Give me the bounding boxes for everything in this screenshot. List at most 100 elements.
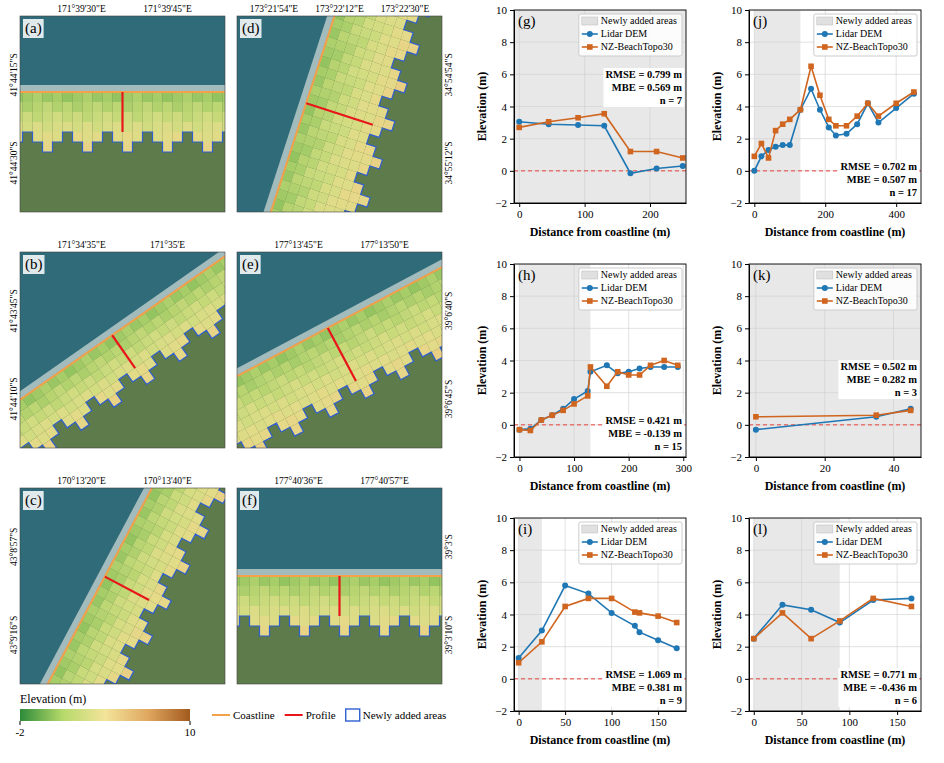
map-cell <box>420 606 430 616</box>
y-tick: 0 <box>737 673 750 685</box>
legend-box <box>814 522 917 564</box>
map-cell <box>320 576 330 586</box>
data-point <box>654 165 660 171</box>
data-point <box>844 123 850 129</box>
x-tick-label: 100 <box>577 208 594 220</box>
map-cell <box>75 416 89 430</box>
legend-box <box>814 14 917 56</box>
x-tick-mark <box>519 203 520 207</box>
stats-text: n = 7 <box>660 95 682 106</box>
map-cell <box>250 596 260 606</box>
map-scene <box>20 16 225 152</box>
y-tick-mark <box>510 296 514 297</box>
data-point <box>628 149 634 155</box>
legend-marker <box>822 285 828 291</box>
map-cell <box>250 616 260 626</box>
map-cell <box>237 606 240 616</box>
colorbar-title: Elevation (m) <box>20 692 86 706</box>
map-cell <box>365 372 379 386</box>
stats-texts: RMSE = 0.771 mMBE = -0.436 mn = 6 <box>840 669 917 706</box>
map-scene <box>20 488 225 684</box>
data-point <box>674 620 680 626</box>
map-cell <box>320 606 330 616</box>
x-tick-label: 100 <box>604 716 621 728</box>
map-cell <box>141 370 155 384</box>
map-cell <box>116 653 130 667</box>
map-cell <box>143 357 157 371</box>
y-grid-line <box>514 138 686 139</box>
latitude-label: 39°6'45"S <box>444 380 454 418</box>
y-tick-label: 6 <box>737 322 743 334</box>
map-cell <box>143 122 153 132</box>
map-cell <box>400 586 410 596</box>
data-point <box>626 372 632 378</box>
map-newly-added-outline <box>237 576 442 636</box>
legend-swatch <box>817 271 833 279</box>
y-tick: 4 <box>502 101 515 113</box>
map-cell <box>103 122 113 132</box>
latitude-label: 41°44'15"S <box>9 53 19 96</box>
map-cell <box>20 102 23 112</box>
legend-swatch <box>817 525 833 533</box>
y-tick-label: 10 <box>496 258 508 270</box>
panel-label: (b) <box>25 256 43 273</box>
data-point <box>758 153 764 159</box>
x-tick: 200 <box>621 457 638 474</box>
map-cell <box>440 606 443 616</box>
map-cell <box>360 596 370 606</box>
x-tick: 400 <box>888 203 905 220</box>
map-cell <box>320 596 330 606</box>
map-cell <box>380 576 390 586</box>
map-cell <box>310 586 320 596</box>
stats-text: n = 3 <box>895 387 917 398</box>
legend-marker <box>822 31 828 37</box>
map-sea <box>20 16 225 92</box>
y-tick: −2 <box>495 705 514 717</box>
map-cell <box>177 561 191 575</box>
x-tick-label: 0 <box>517 208 523 220</box>
map-cell <box>193 132 203 142</box>
map-cell <box>153 122 163 132</box>
latitude-label: 34°55'12"S <box>444 141 454 184</box>
stats-text: RMSE = 0.799 m <box>605 69 682 80</box>
map-cell <box>260 576 270 586</box>
stats-texts: RMSE = 0.702 mMBE = 0.507 mn = 17 <box>840 161 917 198</box>
map-cell <box>163 92 173 102</box>
map-cell <box>33 92 43 102</box>
map-cell <box>183 102 193 112</box>
map-surf <box>237 16 387 212</box>
y-tick-label: −2 <box>495 705 507 717</box>
data-point <box>539 628 545 634</box>
map-cell <box>410 576 420 586</box>
data-point <box>854 121 860 127</box>
y-tick-mark <box>745 171 749 172</box>
legend: Newly added areasLidar DEMNZ-BeachTopo30 <box>814 14 917 56</box>
panel-label-patch <box>240 19 262 38</box>
x-tick-mark <box>896 203 897 207</box>
data-point <box>780 121 786 127</box>
map-cell <box>53 92 63 102</box>
x-tick: 100 <box>566 457 583 474</box>
map-cell <box>223 122 226 132</box>
panel-label: (k) <box>753 267 771 284</box>
map-cell <box>173 102 183 112</box>
map-profile <box>338 576 340 616</box>
map-cell <box>430 596 440 606</box>
map-cell <box>435 312 442 326</box>
y-tick-label: 8 <box>737 36 743 48</box>
panel-label: (i) <box>518 521 532 538</box>
map-cell <box>113 132 123 142</box>
map-cell <box>158 596 172 610</box>
zero-line <box>514 170 686 171</box>
map-newly-added-outline <box>20 92 225 152</box>
data-point <box>817 92 823 98</box>
map-panel <box>20 16 225 212</box>
y-tick-label: 6 <box>502 322 508 334</box>
y-tick: −2 <box>730 705 749 717</box>
data-point <box>655 613 661 619</box>
map-frame <box>237 16 442 212</box>
legend-swatch <box>582 17 598 25</box>
x-tick: 100 <box>577 203 594 220</box>
map-cell <box>73 122 83 132</box>
legend: Newly added areasLidar DEMNZ-BeachTopo30 <box>579 522 682 564</box>
